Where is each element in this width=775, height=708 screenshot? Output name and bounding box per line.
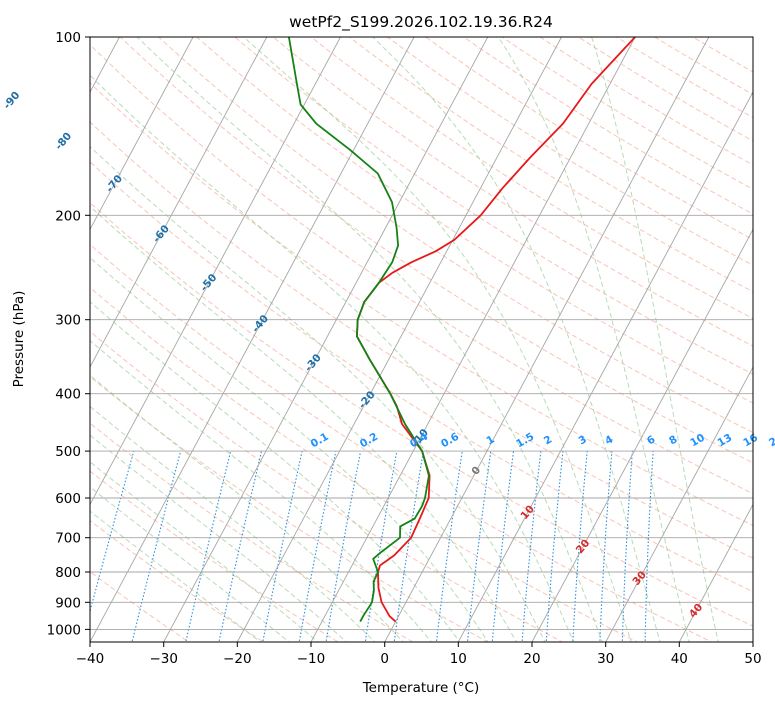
- dry-adiabat-line: [90, 422, 414, 642]
- moist-adiabat-line: [90, 301, 461, 642]
- moist-adiabat-line: [90, 145, 546, 642]
- chart-title: wetPf2_S199.2026.102.19.36.R24: [289, 13, 553, 32]
- dry-adiabat-label: -90: [1, 89, 22, 111]
- data-series: [288, 37, 636, 623]
- mixing-ratio-line: [393, 451, 424, 642]
- isotherm-line: [236, 37, 562, 642]
- y-tick-label: 200: [55, 208, 81, 224]
- y-tick-label: 700: [55, 531, 81, 547]
- mixing-ratio-line: [131, 450, 182, 642]
- isotherm-line: [531, 228, 753, 642]
- isotherm-line: [310, 37, 636, 642]
- isotherm-line: [678, 503, 753, 642]
- y-tick-label: 600: [55, 491, 81, 507]
- dry-adiabat-line: [90, 570, 190, 642]
- mixing-ratio-line: [325, 450, 362, 642]
- plot-frame: [89, 36, 754, 643]
- dry-adiabat-line: [90, 286, 639, 642]
- dry-adiabat-line: [90, 330, 564, 642]
- mixing-ratio-label: 20: [767, 432, 775, 450]
- x-tick-label: 50: [744, 651, 761, 667]
- x-tick-label: −40: [76, 651, 105, 667]
- mixing-ratio-line: [185, 450, 232, 642]
- axes: −40 −30 −20 −10 0 10 20 30 40 50 1000 900 800 700 600 5…: [47, 30, 762, 667]
- mixing-ratio-line: [90, 450, 135, 614]
- y-tick-label: 500: [55, 444, 81, 460]
- isotherm-line: [384, 37, 710, 642]
- isotherm-line: [605, 366, 753, 642]
- isotherm-line: [90, 37, 341, 506]
- dry-adiabat-line: [90, 202, 753, 627]
- x-axis-title: Temperature (°C): [362, 680, 480, 696]
- x-tick-label: 30: [597, 651, 614, 667]
- mixing-ratio-line: [364, 451, 398, 642]
- mixing-ratio-line: [218, 450, 263, 642]
- y-tick-label: 400: [55, 387, 81, 403]
- dry-adiabat-line: [310, 37, 753, 320]
- y-tick-label: 900: [55, 595, 81, 611]
- plot-background: [90, 37, 753, 642]
- dry-adiabat-line: [348, 37, 753, 293]
- y-tick-label: 800: [55, 565, 81, 581]
- dry-adiabat-line: [90, 82, 753, 527]
- x-tick-label: 0: [380, 651, 389, 667]
- x-tick-label: −20: [223, 651, 252, 667]
- dry-adiabat-line: [272, 37, 753, 347]
- mixing-ratio-line: [435, 451, 463, 642]
- dry-adiabat-line: [90, 121, 753, 559]
- isotherm-line: [752, 641, 753, 642]
- dry-adiabat-line: [90, 470, 340, 642]
- x-tick-label: −30: [149, 651, 178, 667]
- dry-adiabat-line: [195, 37, 753, 404]
- isotherm-line: [457, 91, 753, 642]
- x-tick-label: −10: [297, 651, 326, 667]
- dry-adiabat-line: [234, 37, 753, 375]
- y-tick-label: 100: [55, 30, 81, 46]
- x-tick-label: 40: [671, 651, 688, 667]
- dry-adiabat-line: [90, 243, 713, 642]
- isotherm-line: [90, 37, 415, 642]
- isotherm-line: [163, 37, 489, 642]
- y-tick-label: 1000: [47, 622, 81, 638]
- y-axis-title: Pressure (hPa): [11, 291, 27, 388]
- y-tick-label: 300: [55, 313, 81, 329]
- dewpoint-profile-line: [288, 37, 430, 623]
- dry-adiabat-label: -80: [53, 130, 74, 152]
- isotherm-line: [90, 37, 194, 231]
- moist-adiabat-line: [90, 405, 376, 642]
- x-tick-label: 20: [523, 651, 540, 667]
- isotherm-line: [90, 37, 268, 368]
- mixing-ratio-line: [298, 450, 337, 642]
- x-tick-label: 10: [450, 651, 467, 667]
- dry-adiabat-line: [90, 161, 753, 593]
- moist-adiabat-line: [90, 74, 575, 642]
